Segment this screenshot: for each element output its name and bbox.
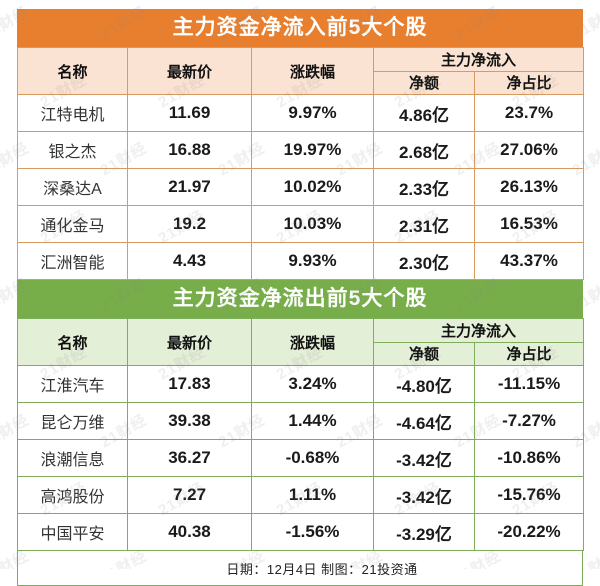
table-row: 浪潮信息 36.27 -0.68% -3.42亿 -10.86% <box>17 439 585 477</box>
net-outflow-table-head: 名称 最新价 涨跌幅 主力净流入 净额 净占比 <box>17 318 585 366</box>
cell-stock-name: 江淮汽车 <box>17 365 128 403</box>
col-header-last-price: 最新价 <box>127 318 252 366</box>
cell-last-price: 39.38 <box>127 402 252 440</box>
table-row: 高鸿股份 7.27 1.11% -3.42亿 -15.76% <box>17 476 585 514</box>
col-header-change-pct: 涨跌幅 <box>251 47 374 95</box>
cell-net-amount: -3.42亿 <box>373 476 475 514</box>
cell-change-pct: 9.97% <box>251 94 374 132</box>
cell-net-amount: 2.68亿 <box>373 131 475 169</box>
col-header-last-price: 最新价 <box>127 47 252 95</box>
col-header-change-pct: 涨跌幅 <box>251 318 374 366</box>
cell-change-pct: -1.56% <box>251 513 374 551</box>
cell-last-price: 36.27 <box>127 439 252 477</box>
cell-stock-name: 通化金马 <box>17 205 128 243</box>
col-header-net-amount: 净额 <box>373 70 475 95</box>
cell-net-ratio: -11.15% <box>473 365 585 403</box>
cell-change-pct: 10.03% <box>251 205 374 243</box>
cell-net-amount: 2.30亿 <box>373 242 475 280</box>
cell-last-price: 40.38 <box>127 513 252 551</box>
cell-last-price: 19.2 <box>127 205 252 243</box>
cell-stock-name: 高鸿股份 <box>17 476 128 514</box>
cell-net-ratio: -15.76% <box>473 476 585 514</box>
cell-change-pct: 1.44% <box>251 402 374 440</box>
table-row: 通化金马 19.2 10.03% 2.31亿 16.53% <box>17 205 585 243</box>
cell-change-pct: 3.24% <box>251 365 374 403</box>
cell-net-amount: -3.29亿 <box>373 513 475 551</box>
cell-stock-name: 银之杰 <box>17 131 128 169</box>
cell-net-ratio: 43.37% <box>473 242 585 280</box>
cell-change-pct: 19.97% <box>251 131 374 169</box>
col-header-group-main-net-inflow: 主力净流入 <box>372 47 585 72</box>
cell-net-amount: 2.31亿 <box>373 205 475 243</box>
cell-last-price: 17.83 <box>127 365 252 403</box>
cell-stock-name: 昆仑万维 <box>17 402 128 440</box>
cell-stock-name: 中国平安 <box>17 513 128 551</box>
cell-net-ratio: 26.13% <box>473 168 585 206</box>
net-outflow-banner-title: 主力资金净流出前5大个股 <box>17 280 583 318</box>
table-row: 江淮汽车 17.83 3.24% -4.80亿 -11.15% <box>17 365 585 403</box>
cell-stock-name: 汇洲智能 <box>17 242 128 280</box>
cell-stock-name: 深桑达A <box>17 168 128 206</box>
cell-last-price: 7.27 <box>127 476 252 514</box>
net-outflow-table: 名称 最新价 涨跌幅 主力净流入 净额 净占比 江淮汽车 17.83 3.24%… <box>17 318 585 551</box>
table-row: 汇洲智能 4.43 9.93% 2.30亿 43.37% <box>17 242 585 280</box>
cell-net-ratio: -7.27% <box>473 402 585 440</box>
cell-net-ratio: 27.06% <box>473 131 585 169</box>
footer-date-and-credit: 日期：12月4日 制图：21投资通 <box>226 561 418 577</box>
col-header-net-ratio: 净占比 <box>473 341 585 366</box>
cell-net-ratio: 23.7% <box>473 94 585 132</box>
cell-change-pct: -0.68% <box>251 439 374 477</box>
table-header-row: 名称 最新价 涨跌幅 主力净流入 <box>17 318 585 366</box>
col-header-group-main-net-inflow: 主力净流入 <box>372 318 585 343</box>
table-row: 中国平安 40.38 -1.56% -3.29亿 -20.22% <box>17 513 585 551</box>
col-header-name: 名称 <box>17 47 128 95</box>
cell-last-price: 21.97 <box>127 168 252 206</box>
net-inflow-table-body: 江特电机 11.69 9.97% 4.86亿 23.7% 银之杰 16.88 1… <box>17 94 585 280</box>
cell-last-price: 16.88 <box>127 131 252 169</box>
cell-net-ratio: -20.22% <box>473 513 585 551</box>
table-row: 江特电机 11.69 9.97% 4.86亿 23.7% <box>17 94 585 132</box>
cell-stock-name: 浪潮信息 <box>17 439 128 477</box>
col-header-net-ratio: 净占比 <box>473 70 585 95</box>
col-header-name: 名称 <box>17 318 128 366</box>
cell-net-amount: -4.64亿 <box>373 402 475 440</box>
net-inflow-banner-title: 主力资金净流入前5大个股 <box>17 9 583 47</box>
cell-change-pct: 10.02% <box>251 168 374 206</box>
stock-fund-flow-infographic: 主力资金净流入前5大个股 名称 最新价 涨跌幅 主力净流入 净额 净占比 江特电… <box>17 9 585 586</box>
col-header-net-amount: 净额 <box>373 341 475 366</box>
cell-last-price: 4.43 <box>127 242 252 280</box>
net-outflow-table-body: 江淮汽车 17.83 3.24% -4.80亿 -11.15% 昆仑万维 39.… <box>17 365 585 551</box>
cell-stock-name: 江特电机 <box>17 94 128 132</box>
cell-change-pct: 1.11% <box>251 476 374 514</box>
cell-net-ratio: -10.86% <box>473 439 585 477</box>
net-inflow-table: 名称 最新价 涨跌幅 主力净流入 净额 净占比 江特电机 11.69 9.97%… <box>17 47 585 280</box>
cell-net-amount: 4.86亿 <box>373 94 475 132</box>
cell-last-price: 11.69 <box>127 94 252 132</box>
table-row: 银之杰 16.88 19.97% 2.68亿 27.06% <box>17 131 585 169</box>
cell-net-ratio: 16.53% <box>473 205 585 243</box>
cell-change-pct: 9.93% <box>251 242 374 280</box>
net-inflow-table-head: 名称 最新价 涨跌幅 主力净流入 净额 净占比 <box>17 47 585 95</box>
table-header-row: 名称 最新价 涨跌幅 主力净流入 <box>17 47 585 95</box>
table-row: 昆仑万维 39.38 1.44% -4.64亿 -7.27% <box>17 402 585 440</box>
cell-net-amount: -4.80亿 <box>373 365 475 403</box>
table-row: 深桑达A 21.97 10.02% 2.33亿 26.13% <box>17 168 585 206</box>
cell-net-amount: -3.42亿 <box>373 439 475 477</box>
cell-net-amount: 2.33亿 <box>373 168 475 206</box>
